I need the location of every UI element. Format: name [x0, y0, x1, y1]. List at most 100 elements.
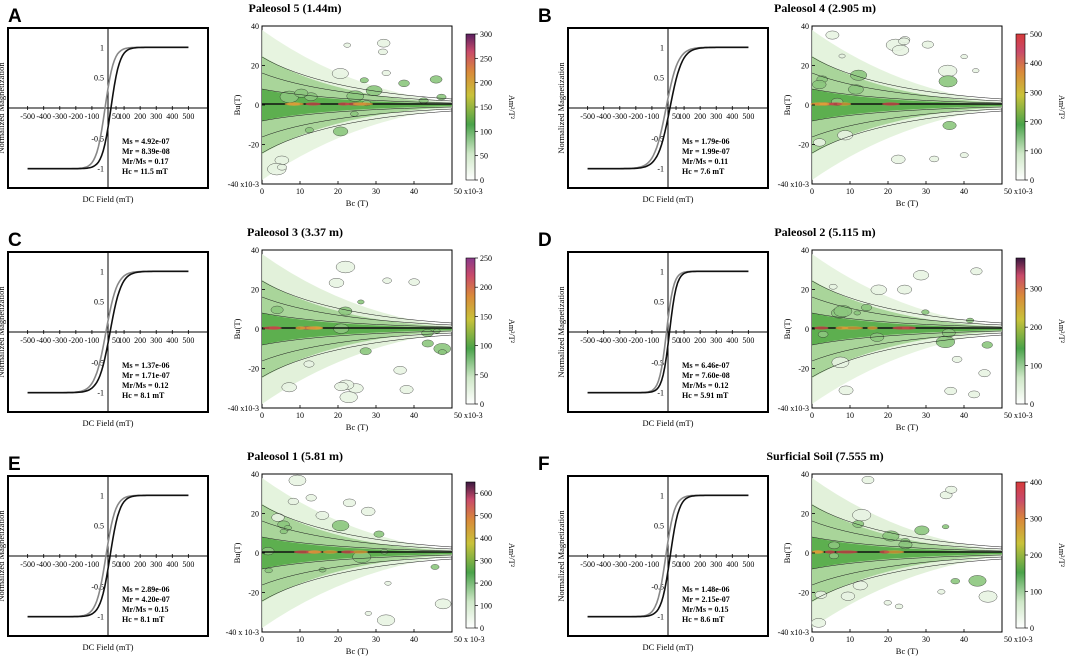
colorbar-tick-label: 250: [480, 54, 492, 63]
y-tick-label: 1: [660, 491, 664, 500]
colorbar-tick-label: 400: [480, 534, 492, 543]
forc-peak-mark: [350, 550, 369, 554]
forc-x-tick-label: 40: [410, 411, 418, 420]
forc-contour-blob: [883, 600, 892, 606]
colorbar: [465, 257, 476, 405]
forc-contour-blob: [304, 127, 314, 133]
forc-y-tick-label: 0: [255, 101, 259, 110]
forc-y-tick-label: 0: [255, 325, 259, 334]
forc-contour-blob: [283, 525, 292, 531]
forc-x-tick-label: 10: [846, 187, 854, 196]
forc-y-tick-label: 40: [801, 470, 809, 479]
forc-xlabel: Bc (T): [346, 422, 369, 432]
y-tick-label: 0.5: [94, 522, 104, 531]
colorbar-tick-label: 300: [480, 30, 492, 39]
forc-x-exponent: 50 x10-3: [454, 187, 483, 196]
forc-peak-mark: [883, 550, 905, 554]
colorbar-tick-label: 400: [1030, 59, 1042, 68]
forc-contour-line: [811, 504, 1003, 548]
hysteresis-ylabel: Normalized Magnetization: [0, 510, 6, 602]
colorbar-tick-label: 100: [1030, 362, 1042, 371]
forc-contour-blob: [365, 85, 383, 96]
forc-contour-line: [811, 108, 1003, 138]
forc-contour-blob: [335, 260, 356, 274]
forc-contour-blob: [825, 30, 840, 40]
forc-contour-blob: [937, 589, 946, 595]
forc-contour-line: [811, 296, 1003, 326]
forc-x-tick-label: 0: [810, 635, 814, 644]
forc-contour-blob: [434, 598, 452, 610]
forc-x-tick-label: 30: [372, 187, 380, 196]
forc-xlabel: Bc (T): [896, 198, 919, 208]
y-tick-label: 0.5: [654, 74, 664, 83]
forc-contour-blob: [378, 48, 388, 55]
stat-line: Mr = 7.60e-08: [682, 371, 730, 380]
forc-x-tick-label: 30: [372, 635, 380, 644]
colorbar: [465, 33, 476, 181]
x-tick-label: 50: [112, 560, 120, 569]
x-tick-label: 100: [118, 112, 130, 121]
forc-contour-blob: [437, 349, 447, 356]
forc-y-tick-label: 0: [255, 549, 259, 558]
forc-contour-line: [261, 520, 453, 550]
forc-xlabel: Bc (T): [346, 646, 369, 656]
forc-peak-mark: [841, 326, 864, 330]
stat-line: Mr/Ms = 0.12: [682, 381, 729, 390]
colorbar-tick-label: 200: [1030, 323, 1042, 332]
forc-y-tick-label: 20: [801, 286, 809, 295]
forc-y-tick-label: 0: [805, 325, 809, 334]
x-tick-label: -500: [20, 112, 35, 121]
x-tick-label: -400: [596, 112, 611, 121]
forc-x-tick-label: 20: [334, 411, 342, 420]
x-tick-label: 200: [694, 560, 706, 569]
forc-contour-blob: [944, 386, 957, 395]
forc-contour-line: [261, 556, 453, 586]
forc-contour-blob: [430, 564, 440, 570]
x-tick-label: -200: [69, 560, 84, 569]
x-tick-label: -300: [612, 336, 627, 345]
y-tick-label: -0.5: [91, 582, 104, 591]
forc-y-tick-label: -40 x10-3: [228, 404, 259, 413]
forc-peak-mark: [341, 550, 355, 554]
forc-contour-blob: [852, 520, 865, 528]
forc-x-tick-label: 30: [922, 187, 930, 196]
stat-line: Ms = 4.92e-07: [122, 137, 169, 146]
panel-title: Paleosol 5 (1.44m): [249, 1, 342, 15]
forc-peak-mark: [882, 102, 900, 106]
forc-contour-blob: [331, 68, 349, 79]
forc-y-tick-label: -20: [248, 141, 259, 150]
x-tick-label: -100: [85, 560, 100, 569]
stat-line: Hc = 8.1 mT: [122, 615, 165, 624]
forc-contour-line: [261, 558, 453, 602]
x-tick-label: 300: [150, 336, 162, 345]
forc-y-tick-label: 40: [251, 470, 259, 479]
colorbar: [465, 481, 476, 629]
forc-contour-blob: [377, 38, 391, 48]
forc-contour-blob: [840, 591, 855, 601]
forc-contour-line: [811, 110, 1003, 154]
x-tick-label: -500: [20, 336, 35, 345]
forc-contour-blob: [981, 341, 993, 349]
forc-density-ridge: [262, 313, 452, 345]
stat-line: Hc = 11.5 mT: [122, 167, 169, 176]
forc-y-tick-label: -40 x 10-3: [226, 628, 259, 637]
forc-ylabel: Bu(T): [232, 318, 242, 339]
colorbar-tick-label: 100: [1030, 588, 1042, 597]
forc-contour-blob: [436, 93, 447, 101]
x-tick-label: 500: [182, 560, 194, 569]
forc-y-tick-label: -40 x10-3: [778, 628, 809, 637]
forc-x-tick-label: 30: [922, 411, 930, 420]
x-tick-label: 500: [742, 336, 754, 345]
forc-y-tick-label: -40 x10-3: [228, 180, 259, 189]
forc-contour-blob: [959, 152, 969, 158]
forc-y-tick-label: -20: [798, 365, 809, 374]
forc-x-tick-label: 40: [410, 187, 418, 196]
stat-line: Mr = 1.71e-07: [122, 371, 170, 380]
colorbar-unit: Am²/T²: [1057, 95, 1066, 120]
forc-contour-blob: [837, 130, 854, 141]
forc-contour-blob: [398, 79, 410, 87]
forc-y-tick-label: -20: [248, 589, 259, 598]
forc-contour-blob: [945, 485, 958, 494]
forc-y-tick-label: 20: [801, 62, 809, 71]
x-tick-label: 200: [134, 112, 146, 121]
